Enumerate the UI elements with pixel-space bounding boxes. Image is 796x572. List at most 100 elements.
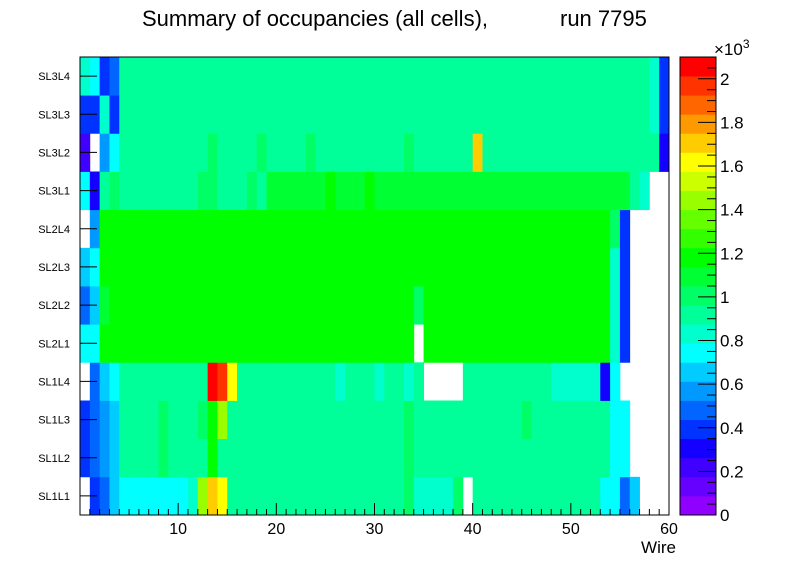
heatmap-cell bbox=[315, 400, 326, 440]
heatmap-cell bbox=[138, 476, 150, 516]
heatmap-cell bbox=[580, 476, 591, 516]
heatmap-cell bbox=[266, 95, 277, 134]
heatmap-cell bbox=[482, 362, 493, 401]
heatmap-cell bbox=[384, 247, 395, 287]
colorbar-tick-label: 0 bbox=[720, 506, 729, 525]
heatmap-cell bbox=[138, 209, 150, 249]
heatmap-cell bbox=[629, 171, 640, 211]
heatmap-cell bbox=[129, 362, 140, 401]
heatmap-cell bbox=[462, 171, 474, 211]
heatmap-cell bbox=[462, 95, 474, 134]
heatmap-cell bbox=[580, 133, 591, 172]
heatmap-cell bbox=[384, 400, 395, 440]
heatmap-cell bbox=[138, 247, 150, 287]
heatmap-cell bbox=[433, 324, 444, 363]
heatmap-cell bbox=[305, 286, 316, 325]
heatmap-cell bbox=[659, 95, 670, 134]
heatmap-cell bbox=[207, 324, 218, 363]
heatmap-cell bbox=[610, 57, 621, 96]
heatmap-cell bbox=[649, 133, 660, 172]
heatmap-cell bbox=[502, 476, 513, 516]
heatmap-cell bbox=[590, 133, 601, 172]
heatmap-cell bbox=[276, 171, 287, 211]
x-tick-label: 50 bbox=[562, 521, 580, 538]
heatmap-cell bbox=[561, 400, 572, 440]
heatmap-cell bbox=[217, 133, 228, 172]
heatmap-cell bbox=[472, 133, 483, 172]
heatmap-cell bbox=[590, 362, 601, 401]
heatmap-cell bbox=[453, 209, 464, 249]
heatmap-cell bbox=[335, 476, 346, 516]
heatmap-cell bbox=[266, 324, 277, 363]
colorbar-segment bbox=[680, 209, 716, 230]
heatmap-cell bbox=[561, 57, 572, 96]
heatmap-cell bbox=[158, 476, 169, 516]
heatmap-cell bbox=[217, 286, 228, 325]
heatmap-cell bbox=[551, 400, 562, 440]
heatmap-cell bbox=[541, 171, 552, 211]
heatmap-cell bbox=[531, 95, 542, 134]
heatmap-cell bbox=[129, 133, 140, 172]
heatmap-cell bbox=[99, 438, 110, 478]
colorbar-segment bbox=[680, 171, 716, 191]
heatmap-cell bbox=[492, 95, 503, 134]
heatmap-cell bbox=[345, 133, 356, 172]
heatmap-cell bbox=[472, 95, 483, 134]
heatmap-cell bbox=[168, 57, 179, 96]
colorbar-segment bbox=[680, 76, 716, 96]
heatmap-cell bbox=[217, 400, 228, 440]
heatmap-cell bbox=[256, 95, 267, 134]
heatmap-cell bbox=[148, 247, 159, 287]
heatmap-cell bbox=[168, 171, 179, 211]
heatmap-cell bbox=[187, 400, 199, 440]
heatmap-cell bbox=[502, 57, 513, 96]
heatmap-cell bbox=[600, 324, 611, 363]
heatmap-cell bbox=[472, 438, 483, 478]
colorbar-segment bbox=[680, 266, 716, 287]
heatmap-cell bbox=[492, 209, 503, 249]
heatmap-cell bbox=[335, 171, 346, 211]
heatmap-cell bbox=[610, 171, 621, 211]
heatmap-cell bbox=[246, 362, 258, 401]
heatmap-cell bbox=[590, 57, 601, 96]
heatmap-cell bbox=[178, 209, 189, 249]
heatmap-cell bbox=[600, 400, 611, 440]
heatmap-cell bbox=[148, 362, 159, 401]
heatmap-cell bbox=[413, 362, 424, 401]
heatmap-cell bbox=[472, 324, 483, 363]
heatmap-cell bbox=[129, 57, 140, 96]
heatmap-cell bbox=[187, 476, 199, 516]
heatmap-cell bbox=[119, 171, 130, 211]
heatmap-cell bbox=[256, 57, 267, 96]
heatmap-cell bbox=[590, 476, 601, 516]
heatmap-cell bbox=[462, 362, 474, 401]
heatmap-cell bbox=[354, 95, 366, 134]
heatmap-cell bbox=[403, 133, 415, 172]
heatmap-cell bbox=[600, 133, 611, 172]
heatmap-cell bbox=[197, 95, 209, 134]
heatmap-cell bbox=[619, 476, 631, 516]
heatmap-cell bbox=[315, 57, 326, 96]
heatmap-cell bbox=[178, 400, 189, 440]
heatmap-cell bbox=[246, 438, 258, 478]
heatmap-cell bbox=[227, 95, 238, 134]
x-tick-label: 60 bbox=[660, 521, 678, 538]
colorbar-segment bbox=[680, 419, 716, 440]
heatmap-cell bbox=[511, 209, 523, 249]
x-tick-label: 20 bbox=[267, 521, 285, 538]
heatmap-cell bbox=[354, 133, 366, 172]
heatmap-cell bbox=[354, 438, 366, 478]
y-tick-label: SL1L2 bbox=[38, 453, 70, 465]
heatmap-cell bbox=[384, 476, 395, 516]
heatmap-cell bbox=[413, 247, 424, 287]
heatmap-cell bbox=[472, 400, 483, 440]
heatmap-cell bbox=[413, 400, 424, 440]
heatmap-cell bbox=[227, 133, 238, 172]
heatmap-cell bbox=[148, 476, 159, 516]
heatmap-cell bbox=[305, 362, 316, 401]
heatmap-cell bbox=[610, 438, 621, 478]
heatmap-cell bbox=[590, 438, 601, 478]
colorbar-segment bbox=[680, 133, 716, 153]
heatmap-cell bbox=[374, 438, 385, 478]
heatmap-cell bbox=[109, 57, 120, 96]
